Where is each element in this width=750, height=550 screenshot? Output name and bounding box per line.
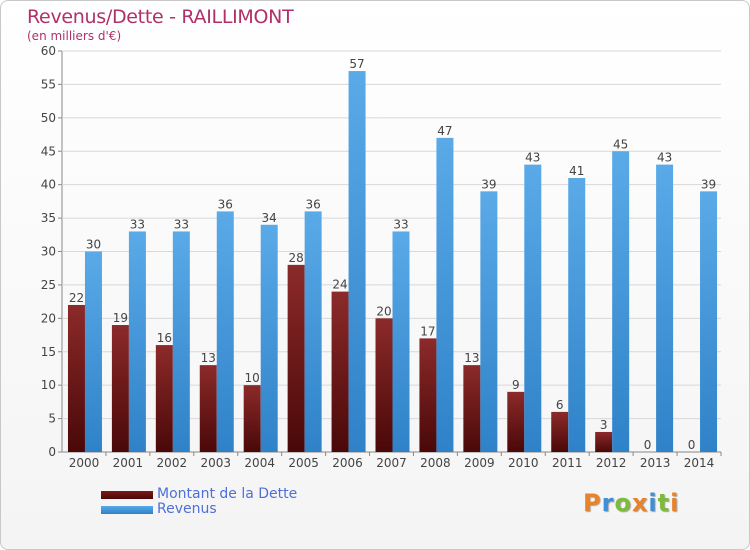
data-label-dette: 9 — [512, 378, 520, 392]
data-label-revenus: 33 — [393, 217, 408, 231]
y-tick-label: 55 — [41, 77, 56, 91]
data-label-dette: 24 — [332, 278, 347, 292]
bar-dette — [67, 304, 85, 452]
data-label-revenus: 45 — [613, 137, 628, 151]
data-label-revenus: 43 — [657, 151, 672, 165]
data-label-dette: 10 — [245, 371, 260, 385]
bar-dette — [199, 365, 217, 452]
data-label-dette: 0 — [644, 438, 652, 452]
data-label-revenus: 30 — [86, 238, 101, 252]
data-label-dette: 13 — [201, 351, 216, 365]
data-label-revenus: 33 — [174, 217, 189, 231]
y-tick-label: 5 — [48, 412, 56, 426]
x-tick-label: 2012 — [596, 456, 627, 470]
data-label-dette: 28 — [288, 251, 303, 265]
bar-dette — [375, 318, 393, 452]
bar-dette — [551, 411, 569, 452]
data-label-dette: 3 — [600, 418, 608, 432]
data-label-revenus: 47 — [437, 124, 452, 138]
data-label-revenus: 39 — [481, 177, 496, 191]
y-tick-label: 45 — [41, 144, 56, 158]
data-label-dette: 20 — [376, 304, 391, 318]
data-label-revenus: 34 — [262, 211, 277, 225]
y-axis-ticks: 0 5 10 15 20 25 30 35 40 45 50 55 60 — [41, 44, 56, 459]
data-label-revenus: 43 — [525, 151, 540, 165]
chart-subtitle: (en milliers d'€) — [27, 29, 122, 43]
data-label-revenus: 57 — [349, 57, 364, 71]
y-tick-label: 50 — [41, 111, 56, 125]
bar-revenus — [348, 71, 366, 453]
x-tick-label: 2003 — [200, 456, 231, 470]
x-tick-label: 2005 — [288, 456, 319, 470]
bar-revenus — [84, 251, 102, 452]
bar-dette — [287, 264, 305, 452]
legend-label-revenus: Revenus — [157, 501, 217, 517]
data-label-dette: 0 — [688, 438, 696, 452]
bars — [67, 71, 718, 453]
y-tick-label: 15 — [41, 345, 56, 359]
bar-dette — [111, 325, 129, 452]
x-tick-label: 2014 — [684, 456, 715, 470]
data-label-revenus: 36 — [305, 197, 320, 211]
bar-revenus — [436, 137, 454, 452]
data-label-dette: 22 — [69, 291, 84, 305]
proxiti-logo: Proxiti — [583, 489, 680, 517]
y-tick-label: 25 — [41, 278, 56, 292]
y-tick-label: 20 — [41, 311, 56, 325]
bar-revenus — [260, 224, 278, 452]
x-tick-label: 2007 — [376, 456, 407, 470]
x-tick-label: 2004 — [244, 456, 275, 470]
data-label-revenus: 36 — [218, 197, 233, 211]
x-tick-label: 2001 — [113, 456, 144, 470]
y-tick-label: 40 — [41, 178, 56, 192]
data-label-dette: 13 — [464, 351, 479, 365]
bar-revenus — [128, 231, 146, 452]
data-label-revenus: 41 — [569, 164, 584, 178]
x-tick-label: 2011 — [552, 456, 583, 470]
bar-revenus — [524, 164, 542, 452]
bar-revenus — [568, 177, 586, 452]
chart-title: Revenus/Dette - RAILLIMONT — [27, 6, 294, 28]
y-tick-label: 30 — [41, 245, 56, 259]
data-label-dette: 16 — [157, 331, 172, 345]
data-label-dette: 6 — [556, 398, 564, 412]
legend-swatch-revenus — [101, 506, 153, 514]
bar-revenus — [304, 211, 322, 452]
x-tick-label: 2008 — [420, 456, 451, 470]
data-label-dette: 19 — [113, 311, 128, 325]
x-tick-label: 2000 — [69, 456, 100, 470]
x-tick-label: 2010 — [508, 456, 539, 470]
bar-dette — [243, 385, 261, 452]
data-label-revenus: 39 — [701, 177, 716, 191]
data-label-revenus: 33 — [130, 217, 145, 231]
data-label-dette: 17 — [420, 324, 435, 338]
x-tick-label: 2013 — [640, 456, 671, 470]
bar-revenus — [480, 191, 498, 452]
bar-revenus — [172, 231, 190, 452]
bar-dette — [507, 391, 525, 452]
data-labels: 2230193316331336103428362457203317471339… — [69, 57, 716, 452]
x-tick-label: 2006 — [332, 456, 363, 470]
y-tick-label: 0 — [48, 445, 56, 459]
x-axis-ticks: 2000 2001 2002 2003 2004 2005 2006 2007 2008 2009… — [69, 452, 722, 470]
bar-dette — [463, 365, 481, 452]
bar-dette — [419, 338, 437, 452]
y-tick-label: 35 — [41, 211, 56, 225]
bar-revenus — [612, 151, 630, 452]
bar-dette — [155, 345, 173, 452]
bar-revenus — [656, 164, 674, 452]
bar-revenus — [392, 231, 410, 452]
y-tick-label: 60 — [41, 44, 56, 58]
bar-revenus — [700, 191, 718, 452]
legend-swatch-dette — [101, 491, 153, 499]
legend-label-dette: Montant de la Dette — [157, 486, 298, 502]
x-tick-label: 2009 — [464, 456, 495, 470]
y-tick-label: 10 — [41, 378, 56, 392]
x-tick-label: 2002 — [157, 456, 188, 470]
bar-dette — [331, 291, 349, 452]
bar-revenus — [216, 211, 234, 452]
bar-dette — [595, 431, 613, 452]
